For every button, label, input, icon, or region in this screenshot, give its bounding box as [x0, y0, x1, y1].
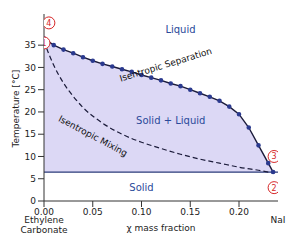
svg-text:Isentropic Mixing: Isentropic Mixing: [57, 114, 129, 159]
svg-text:0.15: 0.15: [180, 207, 200, 217]
svg-text:0.10: 0.10: [131, 207, 151, 217]
svg-text:30: 30: [25, 63, 37, 73]
svg-text:Liquid: Liquid: [165, 24, 195, 35]
svg-text:4: 4: [46, 19, 51, 28]
svg-text:0.20: 0.20: [229, 207, 249, 217]
svg-text:χ mass fraction: χ mass fraction: [126, 223, 195, 233]
svg-text:2: 2: [272, 184, 277, 193]
svg-text:Solid: Solid: [129, 182, 153, 193]
svg-text:NaI: NaI: [271, 215, 286, 225]
svg-text:35: 35: [25, 40, 36, 50]
svg-text:15: 15: [25, 129, 36, 139]
svg-text:3: 3: [272, 152, 277, 161]
svg-text:0.05: 0.05: [83, 207, 103, 217]
svg-text:EthyleneCarbonate: EthyleneCarbonate: [20, 215, 67, 235]
svg-text:Solid + Liquid: Solid + Liquid: [136, 115, 205, 126]
svg-text:0.00: 0.00: [34, 207, 54, 217]
svg-text:20: 20: [25, 107, 37, 117]
svg-text:5: 5: [30, 174, 36, 184]
svg-text:1: 1: [44, 39, 47, 48]
svg-text:10: 10: [25, 152, 37, 162]
svg-text:0: 0: [30, 196, 36, 206]
svg-text:25: 25: [25, 85, 36, 95]
svg-text:Temperature [°C]: Temperature [°C]: [11, 70, 21, 149]
svg-text:Isentropic Separation: Isentropic Separation: [118, 46, 213, 84]
